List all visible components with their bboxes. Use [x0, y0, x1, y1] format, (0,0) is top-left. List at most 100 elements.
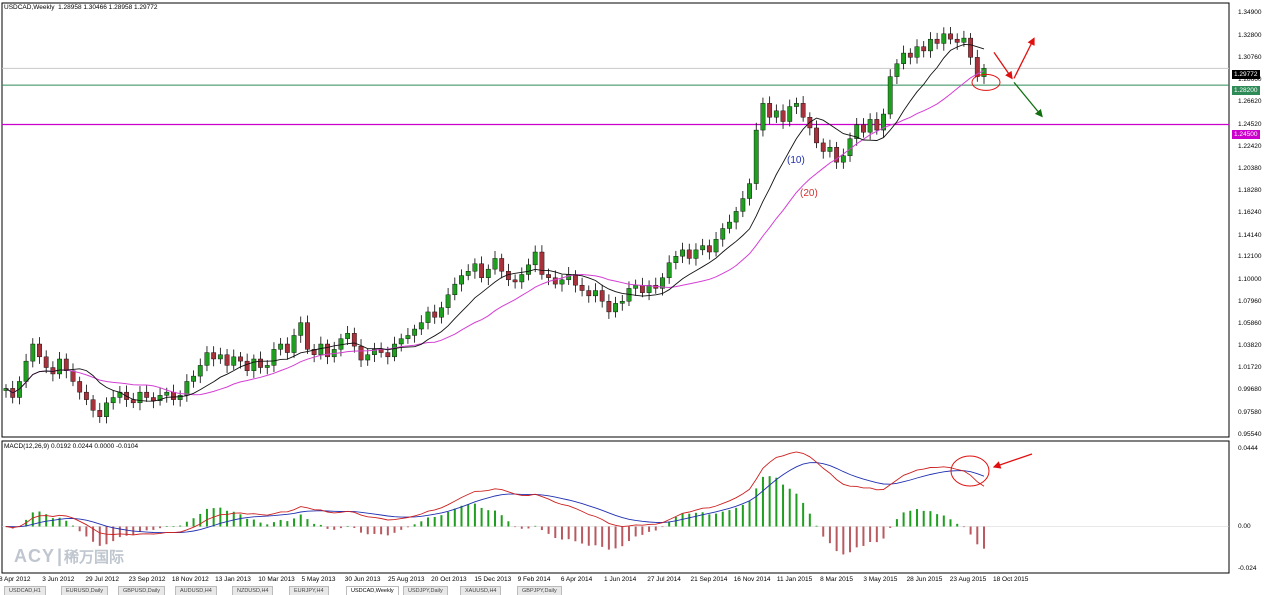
candle	[298, 316, 304, 343]
candle-body	[244, 360, 250, 371]
chart-tab[interactable]: USDJPY,Daily	[403, 586, 448, 595]
candle-body	[928, 38, 933, 52]
macd-histogram-bar	[761, 476, 764, 527]
chart-tab[interactable]: NZDUSD,H4	[232, 586, 274, 595]
candle	[439, 301, 444, 324]
candle	[177, 390, 183, 407]
macd-histogram-bar	[420, 521, 423, 527]
candle	[110, 390, 116, 410]
macd-histogram-bar	[855, 526, 858, 548]
watermark-cn: 稀万国际	[63, 549, 124, 566]
candle-body	[814, 127, 819, 144]
macd-histogram-bar	[326, 526, 329, 529]
candle-body	[479, 263, 485, 278]
macd-histogram-bar	[232, 511, 235, 527]
macd-histogram-bar	[775, 477, 778, 527]
candle-body	[861, 124, 866, 133]
chart-tab[interactable]: XAUUSD,H4	[460, 586, 502, 595]
macd-histogram-bar	[440, 515, 443, 527]
candle	[452, 277, 458, 301]
candle	[840, 148, 846, 169]
candle	[465, 264, 471, 281]
macd-histogram-bar	[875, 526, 878, 543]
candle	[934, 32, 940, 50]
time-tick-label: 18 Nov 2012	[171, 576, 209, 583]
macd-histogram-bar	[560, 526, 563, 540]
macd-arrow	[992, 453, 1033, 469]
candle-body	[794, 103, 799, 107]
symbol-timeframe: USDCAD,Weekly	[4, 4, 55, 11]
candle-body	[593, 290, 598, 297]
candle-body	[619, 301, 625, 304]
candle	[619, 294, 625, 311]
candle-body	[311, 349, 317, 355]
macd-tick-label: -0.024	[1238, 564, 1257, 572]
candle	[519, 267, 525, 289]
candle	[968, 33, 974, 65]
candle	[418, 315, 424, 335]
macd-histogram-bar	[936, 514, 939, 527]
macd-histogram-bar	[125, 526, 128, 536]
macd-histogram-bar	[909, 510, 912, 527]
candle	[579, 277, 585, 297]
candle-body	[827, 146, 833, 152]
candle-body	[613, 303, 618, 313]
chart-tab[interactable]: USDCAD,Weekly	[346, 586, 399, 595]
macd-histogram-bar	[179, 525, 182, 527]
candle-body	[325, 343, 330, 358]
macd-histogram-bar	[976, 526, 979, 545]
candle-body	[164, 391, 170, 396]
macd-histogram-bar	[902, 512, 905, 527]
macd-histogram-bar	[728, 510, 731, 527]
macd-histogram-bar	[85, 526, 88, 537]
price-tick-label: 1.18280	[1238, 187, 1262, 195]
chart-tab[interactable]: GBPUSD,Daily	[118, 586, 165, 595]
macd-histogram-bar	[514, 526, 517, 528]
macd-histogram-bar	[45, 514, 48, 527]
candle-body	[104, 402, 109, 417]
candle	[231, 349, 237, 370]
macd-histogram-bar	[755, 488, 758, 527]
macd-histogram-bar	[916, 509, 919, 527]
candle	[271, 342, 277, 373]
chart-tab[interactable]: AUDUSD,H4	[175, 586, 217, 595]
candle-body	[30, 343, 36, 362]
candle-body	[83, 391, 89, 400]
candle-body	[271, 349, 277, 366]
candle-body	[318, 343, 324, 355]
candle-body	[432, 311, 438, 318]
macd-histogram-bar	[835, 526, 838, 552]
chart-tab[interactable]: USDCAD,H1	[4, 586, 46, 595]
candle	[673, 250, 679, 270]
candle	[492, 250, 498, 275]
candle-body	[258, 358, 263, 368]
candle-body	[398, 338, 404, 345]
candle-body	[372, 349, 377, 355]
candle-body	[191, 375, 196, 382]
chart-tab[interactable]: EURJPY,H4	[289, 586, 329, 595]
macd-histogram-bar	[118, 526, 121, 538]
candle-body	[177, 395, 183, 400]
time-tick-label: 15 Dec 2013	[474, 576, 512, 583]
chart-tab[interactable]: GBPJPY,Daily	[517, 586, 562, 595]
candle	[599, 284, 605, 308]
candle-body	[184, 381, 190, 396]
time-tick-label: 30 Jun 2013	[344, 576, 381, 583]
time-tick-label: 23 Sep 2012	[128, 576, 166, 583]
macd-histogram-bar	[674, 516, 677, 527]
macd-histogram-bar	[319, 524, 322, 527]
candle-body	[881, 113, 886, 131]
candle-body	[157, 395, 163, 401]
macd-histogram-bar	[942, 515, 945, 527]
price-tick-label: 1.05860	[1238, 320, 1262, 328]
candle-body	[854, 124, 860, 139]
macd-histogram-bar	[199, 513, 202, 527]
chart-tab[interactable]: EURUSD,Daily	[61, 586, 108, 595]
candle	[43, 350, 49, 374]
ohlc-values: 1.28958 1.30466 1.28958 1.29772	[58, 4, 158, 11]
candle	[686, 243, 692, 265]
candle	[37, 337, 42, 364]
macd-histogram-bar	[467, 504, 470, 527]
